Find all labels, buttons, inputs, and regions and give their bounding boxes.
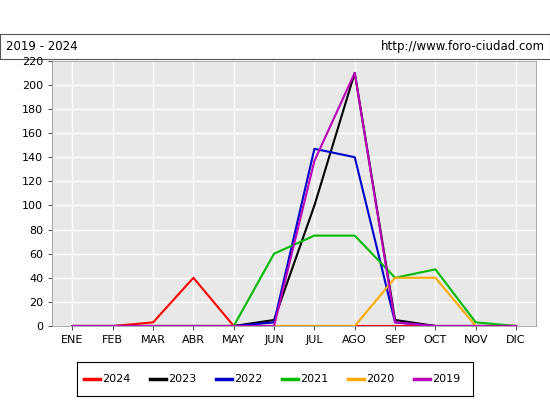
2021 [69,324,76,328]
2019 [109,324,116,328]
2024 [69,324,76,328]
2019 [513,324,519,328]
2024 [392,324,398,328]
Text: 2019 - 2024: 2019 - 2024 [6,40,77,53]
2019 [472,324,479,328]
2020 [513,324,519,328]
2019 [351,70,358,75]
2020 [69,324,76,328]
2020 [190,324,197,328]
2019 [392,320,398,325]
Text: 2021: 2021 [300,374,328,384]
2019 [230,324,237,328]
2022 [230,324,237,328]
2024 [311,324,318,328]
2019 [271,324,277,328]
2021 [432,267,439,272]
2020 [230,324,237,328]
2023 [311,203,318,208]
2021 [472,320,479,325]
2022 [150,324,156,328]
2020 [432,275,439,280]
Text: 2020: 2020 [366,374,394,384]
2022 [109,324,116,328]
2021 [513,324,519,328]
2022 [190,324,197,328]
2020 [311,324,318,328]
2020 [392,275,398,280]
2022 [392,320,398,325]
2021 [150,324,156,328]
2019 [69,324,76,328]
2024 [230,324,237,328]
2021 [311,233,318,238]
2024 [190,275,197,280]
2023 [392,318,398,322]
2020 [271,324,277,328]
2024 [432,324,439,328]
Line: 2022: 2022 [73,149,516,326]
2021 [190,324,197,328]
2023 [351,70,358,75]
2023 [230,324,237,328]
2022 [311,146,318,151]
2023 [513,324,519,328]
Line: 2023: 2023 [73,73,516,326]
Text: 2022: 2022 [234,374,262,384]
2023 [109,324,116,328]
2023 [432,324,439,328]
2021 [109,324,116,328]
2019 [311,158,318,163]
2024 [109,324,116,328]
2022 [513,324,519,328]
2023 [69,324,76,328]
2024 [351,324,358,328]
2024 [472,324,479,328]
Text: 2023: 2023 [168,374,196,384]
2020 [150,324,156,328]
2019 [150,324,156,328]
Text: http://www.foro-ciudad.com: http://www.foro-ciudad.com [381,40,544,53]
2024 [513,324,519,328]
2022 [271,320,277,325]
2023 [271,318,277,322]
Text: Evolucion Nº Turistas Extranjeros en el municipio de Cabezón de Liébana: Evolucion Nº Turistas Extranjeros en el … [21,10,529,24]
2023 [150,324,156,328]
2020 [351,324,358,328]
2022 [472,324,479,328]
2021 [271,251,277,256]
2021 [230,324,237,328]
Text: 2024: 2024 [102,374,130,384]
2021 [392,275,398,280]
Line: 2020: 2020 [73,278,516,326]
Text: 2019: 2019 [432,374,460,384]
2023 [472,324,479,328]
2022 [351,155,358,160]
Line: 2019: 2019 [73,73,516,326]
Line: 2021: 2021 [73,236,516,326]
2023 [190,324,197,328]
2021 [351,233,358,238]
2024 [150,320,156,325]
2020 [109,324,116,328]
2022 [69,324,76,328]
2019 [190,324,197,328]
2020 [472,324,479,328]
Line: 2024: 2024 [73,278,516,326]
2019 [432,324,439,328]
2022 [432,324,439,328]
2024 [271,324,277,328]
